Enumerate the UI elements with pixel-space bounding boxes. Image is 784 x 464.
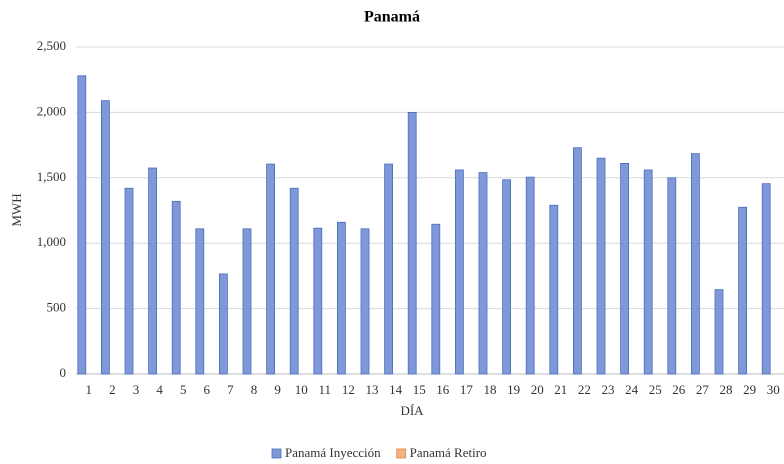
y-axis-label: MWH [9, 193, 24, 226]
bar [289, 187, 299, 375]
legend-label: Panamá Inyección [285, 445, 381, 460]
x-tick-label: 5 [180, 382, 187, 397]
bar [714, 289, 724, 375]
bar [242, 228, 252, 375]
x-tick-label: 29 [743, 382, 756, 397]
x-tick-label: 3 [133, 382, 140, 397]
y-tick-label: 1,000 [37, 234, 66, 249]
x-tick-label: 28 [720, 382, 733, 397]
bar [478, 172, 488, 375]
x-tick-label: 17 [460, 382, 474, 397]
x-tick-label: 12 [342, 382, 355, 397]
bar [195, 228, 205, 375]
chart-title: Panamá [364, 9, 420, 26]
x-tick-label: 24 [625, 382, 639, 397]
bar [573, 147, 582, 375]
y-tick-label: 2,500 [37, 38, 66, 53]
y-tick-label: 1,500 [37, 169, 66, 184]
bar [761, 183, 771, 375]
x-tick-label: 30 [767, 382, 780, 397]
x-tick-label: 18 [484, 382, 497, 397]
legend-swatch [396, 448, 407, 459]
x-tick-label: 23 [602, 382, 615, 397]
x-tick-label: 8 [251, 382, 258, 397]
bar [336, 221, 346, 375]
bar [313, 227, 323, 375]
x-tick-label: 21 [554, 382, 567, 397]
x-tick-label: 26 [672, 382, 686, 397]
y-tick-label: 0 [60, 365, 67, 380]
bar [738, 206, 747, 375]
bar [549, 204, 559, 375]
legend-label: Panamá Retiro [410, 445, 487, 460]
x-tick-label: 2 [109, 382, 116, 397]
bar [643, 169, 653, 375]
bar [691, 153, 700, 375]
bar [667, 177, 677, 375]
x-axis-label: DÍA [400, 403, 424, 418]
x-tick-label: 6 [204, 382, 211, 397]
x-tick-label: 11 [319, 382, 332, 397]
x-tick-label: 4 [156, 382, 163, 397]
bar [384, 163, 394, 375]
bar [620, 163, 629, 375]
x-tick-label: 22 [578, 382, 591, 397]
x-tick-label: 27 [696, 382, 710, 397]
x-tick-label: 9 [274, 382, 281, 397]
x-tick-label: 14 [389, 382, 403, 397]
y-tick-label: 500 [47, 300, 67, 315]
bar [171, 200, 181, 375]
x-tick-label: 10 [295, 382, 308, 397]
bar [360, 228, 370, 375]
bar [124, 187, 134, 375]
bar [148, 167, 158, 375]
x-tick-label: 16 [436, 382, 450, 397]
bar [266, 163, 276, 375]
x-tick-label: 13 [366, 382, 379, 397]
bar [502, 179, 512, 375]
x-tick-label: 25 [649, 382, 662, 397]
bar [431, 223, 441, 375]
x-tick-label: 7 [227, 382, 234, 397]
x-tick-label: 15 [413, 382, 426, 397]
bar [218, 273, 228, 375]
bar [525, 176, 535, 375]
x-tick-label: 20 [531, 382, 544, 397]
x-tick-label: 19 [507, 382, 520, 397]
bar [407, 112, 417, 375]
bar [101, 100, 110, 375]
bar [77, 75, 87, 375]
bar [596, 157, 606, 375]
y-tick-label: 2,000 [37, 103, 66, 118]
x-tick-label: 1 [86, 382, 93, 397]
legend-swatch [271, 448, 282, 459]
bar [454, 169, 464, 375]
